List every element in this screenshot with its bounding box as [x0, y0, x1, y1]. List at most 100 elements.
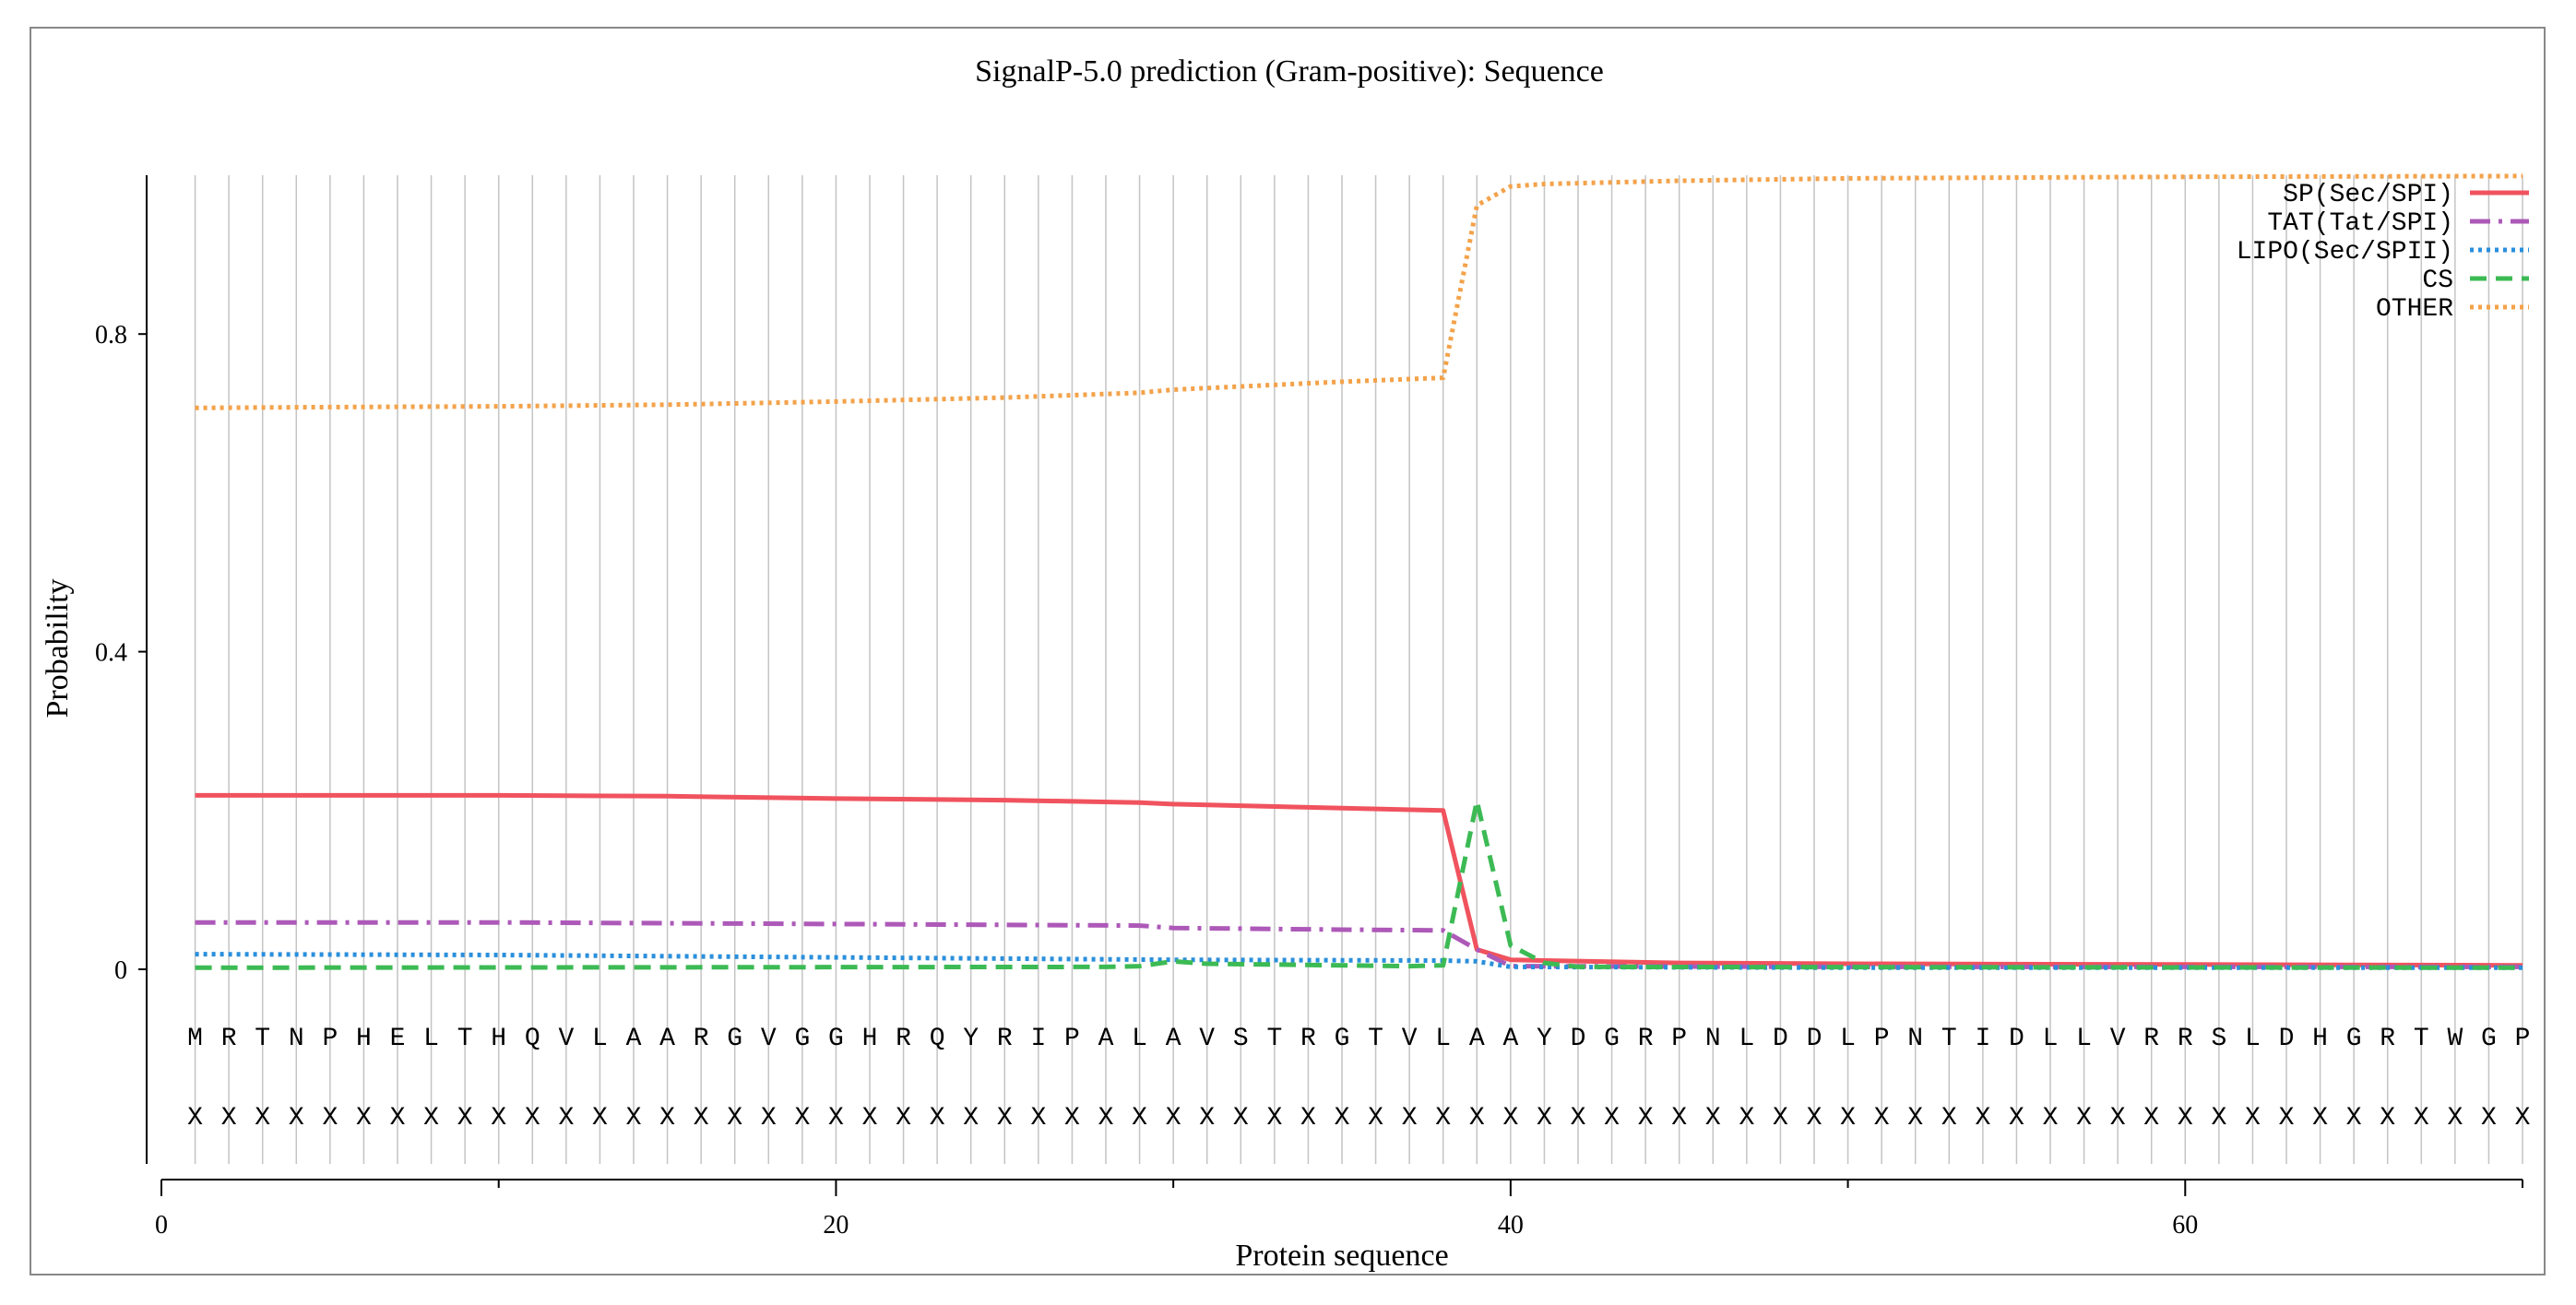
residue-label: G [828, 1025, 844, 1053]
annotation-marker: X [1807, 1104, 1822, 1133]
residue-label: R [694, 1025, 709, 1053]
annotation-marker: X [1941, 1104, 1957, 1133]
residue-label: Q [525, 1025, 540, 1053]
residue-label: A [626, 1025, 642, 1053]
annotation-marker: X [1840, 1104, 1856, 1133]
residue-label: A [1502, 1025, 1518, 1053]
annotation-marker: X [1739, 1104, 1754, 1133]
annotation-marker: X [1975, 1104, 1990, 1133]
residue-label: A [1098, 1025, 1114, 1053]
residue-label: G [1335, 1025, 1350, 1053]
annotation-marker: X [1571, 1104, 1586, 1133]
legend-label: OTHER [2376, 295, 2453, 324]
annotation-marker: X [1233, 1104, 1249, 1133]
annotation-marker: X [187, 1104, 203, 1133]
annotation-marker: X [1604, 1104, 1620, 1133]
annotation-marker: X [322, 1104, 338, 1133]
y-axis-label: Probability [41, 578, 75, 718]
legend: SP(Sec/SPI)TAT(Tat/SPI)LIPO(Sec/SPII)CSO… [2237, 181, 2529, 324]
annotation-marker: X [1874, 1104, 1890, 1133]
residue-label: R [2380, 1025, 2395, 1053]
residue-grid [194, 175, 2523, 1164]
residue-label: I [1030, 1025, 1046, 1053]
annotation-marker: X [2110, 1104, 2126, 1133]
annotation-marker: X [2043, 1104, 2059, 1133]
annotation-marker: X [626, 1104, 642, 1133]
residue-label: L [592, 1025, 608, 1053]
residue-label: L [423, 1025, 439, 1053]
y-tick-label: 0 [114, 956, 127, 985]
residue-label: Y [1537, 1025, 1552, 1053]
annotation-marker: X [592, 1104, 608, 1133]
annotation-marker: X [1638, 1104, 1654, 1133]
residue-label: A [659, 1025, 675, 1053]
annotation-marker: X [2447, 1104, 2463, 1133]
series-line-sp-sec-spi [195, 792, 2523, 968]
chart-frame [30, 27, 2546, 1275]
residue-label: E [390, 1025, 406, 1053]
annotation-marker: X [2414, 1104, 2429, 1133]
residue-label: L [1132, 1025, 1147, 1053]
annotation-marker: X [896, 1104, 911, 1133]
residue-label: L [1840, 1025, 1856, 1053]
annotation-marker: X [761, 1104, 777, 1133]
residue-label: G [794, 1025, 810, 1053]
residue-label: D [2009, 1025, 2024, 1053]
annotation-marker: X [1537, 1104, 1552, 1133]
annotation-marker: X [457, 1104, 473, 1133]
residue-label: N [1907, 1025, 1923, 1053]
annotation-marker: X [828, 1104, 844, 1133]
residue-label: L [2043, 1025, 2059, 1053]
residue-label: L [1739, 1025, 1754, 1053]
annotation-marker: X [1132, 1104, 1147, 1133]
residue-label: H [862, 1025, 878, 1053]
annotation-marker: X [1030, 1104, 1046, 1133]
residue-label: G [1604, 1025, 1620, 1053]
legend-label: LIPO(Sec/SPII) [2237, 238, 2453, 267]
legend-label: CS [2422, 267, 2453, 295]
annotation-marker: X [963, 1104, 979, 1133]
residue-label: V [1199, 1025, 1215, 1053]
residue-label: V [761, 1025, 777, 1053]
annotation-marker: X [558, 1104, 574, 1133]
residue-label: R [221, 1025, 237, 1053]
annotation-marker: X [1773, 1104, 1788, 1133]
series-line-cs [195, 799, 2523, 970]
residue-label: P [1874, 1025, 1890, 1053]
annotation-marker: X [1199, 1104, 1215, 1133]
residue-label: Q [930, 1025, 945, 1053]
annotation-marker: X [1335, 1104, 1350, 1133]
annotation-marker: X [1064, 1104, 1080, 1133]
residue-label: M [187, 1025, 203, 1053]
series [195, 173, 2523, 970]
annotation-marker: X [1469, 1104, 1485, 1133]
residue-label: R [896, 1025, 911, 1053]
annotation-marker: X [794, 1104, 810, 1133]
residue-label: T [457, 1025, 473, 1053]
x-tick-label: 40 [1498, 1211, 1524, 1240]
residue-label: D [1807, 1025, 1822, 1053]
residue-label: A [1469, 1025, 1485, 1053]
x-tick-label: 60 [2172, 1211, 2198, 1240]
x-tick-label: 0 [155, 1211, 168, 1240]
residue-label: L [2076, 1025, 2092, 1053]
annotation-marker: X [2245, 1104, 2261, 1133]
annotation-marker: X [862, 1104, 878, 1133]
x-tick-label: 20 [823, 1211, 849, 1240]
legend-label: TAT(Tat/SPI) [2267, 209, 2453, 238]
annotation-marker: X [423, 1104, 439, 1133]
residue-label: N [289, 1025, 304, 1053]
annotation-marker: X [1705, 1104, 1721, 1133]
residue-label: Y [963, 1025, 979, 1053]
residue-label: R [997, 1025, 1013, 1053]
annotation-marker: X [1502, 1104, 1518, 1133]
annotation-marker: X [2211, 1104, 2226, 1133]
annotation-marker: X [659, 1104, 675, 1133]
residue-label: W [2447, 1025, 2463, 1053]
annotation-marker: X [1166, 1104, 1181, 1133]
residue-label: P [1671, 1025, 1687, 1053]
annotation-marker: X [221, 1104, 237, 1133]
residue-label: R [1300, 1025, 1316, 1053]
x-axis-label: Protein sequence [1235, 1239, 1448, 1273]
residue-label: R [1638, 1025, 1654, 1053]
